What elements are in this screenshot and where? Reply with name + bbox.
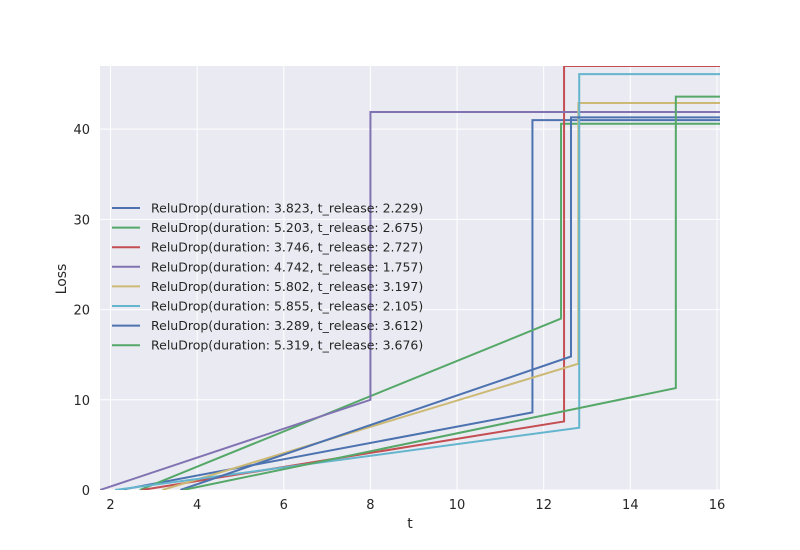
series-line-1: [120, 119, 720, 490]
series-lines: [100, 66, 720, 490]
x-tick-label: 16: [709, 498, 726, 513]
y-tick-label: 40: [73, 123, 90, 138]
series-line-6: [114, 73, 720, 490]
x-tick-label: 2: [106, 498, 114, 513]
legend-label: ReluDrop(duration: 5.802, t_release: 3.1…: [151, 279, 423, 294]
legend-label: ReluDrop(duration: 4.742, t_release: 1.7…: [151, 259, 423, 274]
legend: ReluDrop(duration: 3.823, t_release: 2.2…: [112, 201, 423, 353]
y-axis-ticks: 0 10 20 30 40: [73, 123, 90, 499]
legend-label: ReluDrop(duration: 3.823, t_release: 2.2…: [151, 201, 423, 216]
x-axis-ticks: 2 4 6 8 10 12 14 16: [106, 498, 725, 513]
legend-label: ReluDrop(duration: 5.855, t_release: 2.1…: [151, 299, 423, 314]
x-tick-label: 8: [366, 498, 374, 513]
y-tick-label: 30: [73, 213, 90, 228]
x-tick-label: 12: [535, 498, 552, 513]
series-line-8: [182, 95, 720, 490]
x-axis-title: t: [407, 516, 413, 532]
x-tick-label: 4: [193, 498, 201, 513]
x-tick-label: 14: [622, 498, 639, 513]
legend-label: ReluDrop(duration: 3.746, t_release: 2.7…: [151, 240, 423, 255]
plot-area-background: [100, 66, 720, 490]
series-line-7: [180, 116, 720, 490]
legend-label: ReluDrop(duration: 5.203, t_release: 2.6…: [151, 220, 423, 235]
y-tick-label: 20: [73, 304, 90, 319]
series-line-2: [139, 122, 720, 490]
legend-label: ReluDrop(duration: 3.289, t_release: 3.6…: [151, 318, 423, 333]
x-tick-label: 6: [280, 498, 288, 513]
y-axis-title: Loss: [54, 264, 70, 295]
x-tick-label: 10: [449, 498, 466, 513]
legend-label: ReluDrop(duration: 5.319, t_release: 3.6…: [151, 338, 423, 353]
y-tick-label: 0: [82, 484, 90, 499]
y-tick-label: 10: [73, 394, 90, 409]
series-line-4: [100, 111, 720, 490]
